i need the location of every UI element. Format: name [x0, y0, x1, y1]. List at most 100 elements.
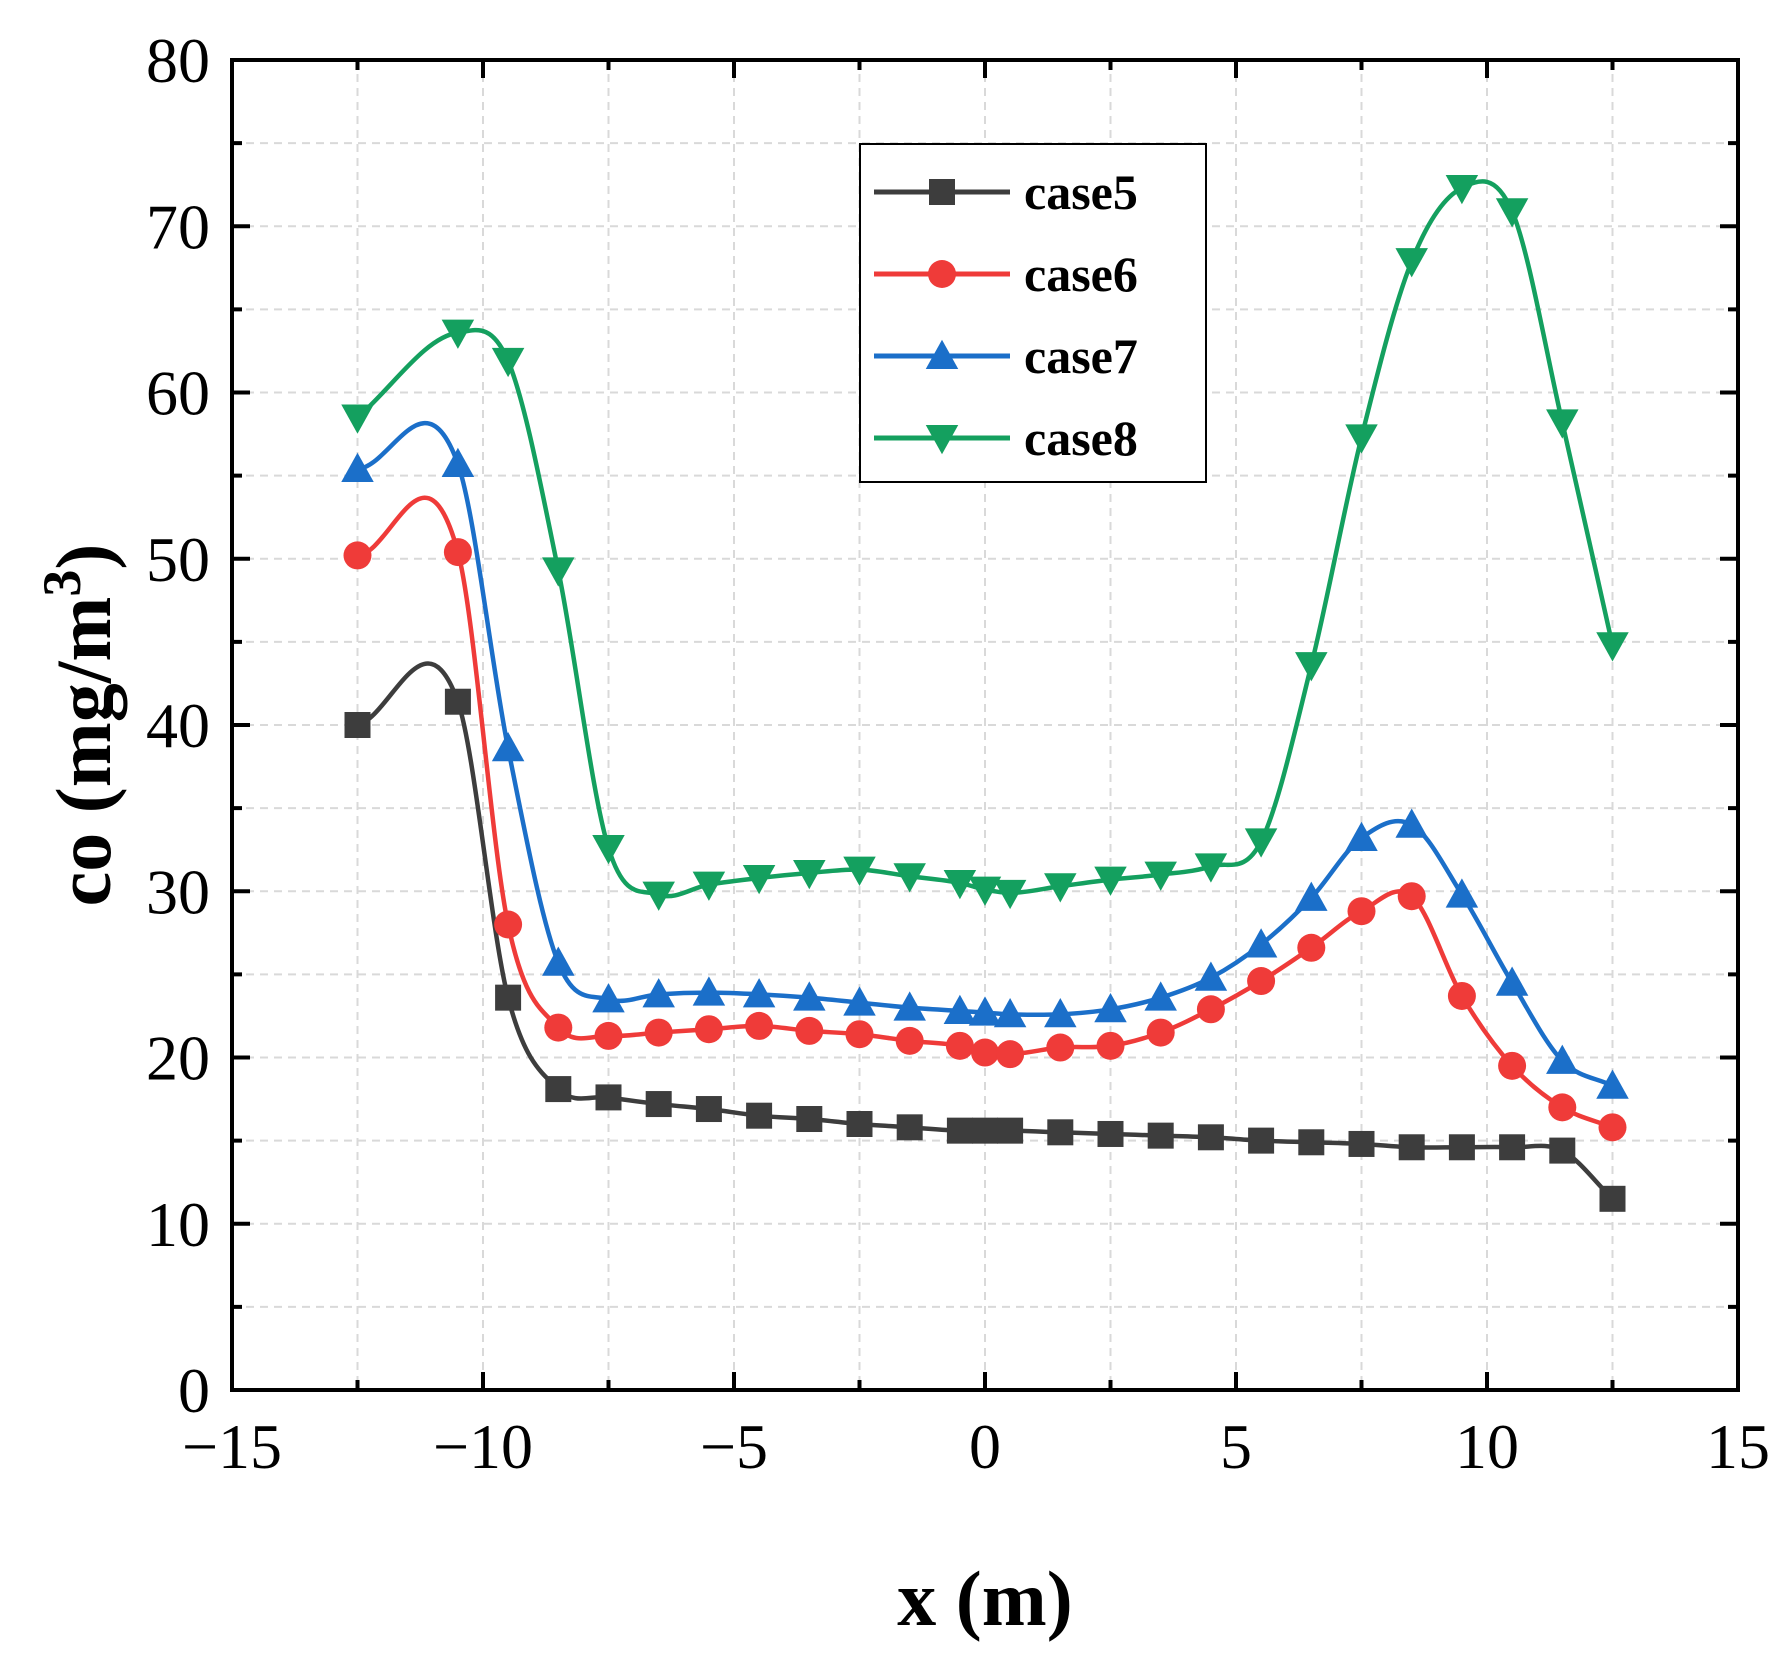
data-point-case8 — [1495, 198, 1529, 228]
series-case6 — [343, 495, 1627, 1142]
data-point-case8 — [1546, 409, 1579, 439]
data-point-case6 — [1196, 995, 1225, 1024]
data-point-case6 — [594, 1021, 623, 1050]
y-tick-label: 40 — [146, 690, 210, 761]
data-point-case8 — [542, 557, 575, 587]
y-tick-label: 80 — [146, 25, 210, 96]
data-point-case8 — [968, 876, 1002, 906]
data-point-case6 — [494, 910, 523, 939]
data-point-case7 — [1144, 981, 1177, 1011]
data-point-case8 — [993, 879, 1027, 910]
data-point-case5 — [1147, 1122, 1174, 1149]
x-tick-label: 10 — [1455, 1411, 1519, 1482]
y-axis-title: co (mg/m3) — [32, 544, 127, 907]
series-case8 — [341, 175, 1629, 911]
data-point-case8 — [1395, 248, 1428, 278]
data-point-case5 — [1348, 1130, 1375, 1157]
tick-labels: −15 −10 −5 0 5 10 15 0 10 20 30 40 50 60 70 80 — [146, 25, 1770, 1482]
data-point-case7 — [893, 991, 926, 1021]
data-point-case6 — [343, 541, 372, 570]
x-tick-label: 15 — [1706, 1411, 1770, 1482]
data-point-case5 — [495, 984, 522, 1011]
data-point-case7 — [1495, 966, 1529, 996]
data-point-case5 — [695, 1096, 722, 1123]
data-point-case8 — [1295, 652, 1328, 682]
data-point-case6 — [945, 1031, 974, 1060]
x-tick-label: 0 — [969, 1411, 1001, 1482]
data-point-case7 — [341, 452, 374, 482]
data-point-case5 — [1197, 1124, 1224, 1151]
data-point-case7 — [943, 994, 977, 1024]
y-axis-title-superscript: 3 — [32, 570, 92, 597]
y-tick-label: 10 — [146, 1189, 210, 1260]
x-tick-label: −10 — [433, 1411, 533, 1482]
data-point-case7 — [491, 732, 525, 762]
series-case5 — [344, 661, 1626, 1212]
y-tick-label: 60 — [146, 358, 210, 429]
data-point-case6 — [971, 1038, 999, 1067]
data-point-case7 — [1295, 881, 1328, 911]
data-point-case8 — [1345, 424, 1378, 454]
legend-item-case7: case7 — [874, 328, 1138, 384]
data-point-case7 — [793, 981, 826, 1011]
data-point-case7 — [1194, 961, 1228, 991]
data-point-case5 — [746, 1102, 773, 1129]
data-point-case6 — [996, 1040, 1025, 1069]
data-point-case5 — [1448, 1134, 1475, 1161]
data-point-case6 — [1297, 933, 1326, 962]
data-point-case5 — [1298, 1129, 1325, 1156]
data-point-case8 — [341, 404, 374, 434]
y-tick-label: 50 — [146, 524, 210, 595]
data-point-case5 — [997, 1117, 1024, 1144]
data-point-case8 — [742, 864, 776, 895]
data-point-case6 — [895, 1026, 924, 1055]
legend-label: case8 — [1024, 410, 1138, 466]
legend-item-case6: case6 — [874, 246, 1138, 302]
legend-marker — [925, 339, 959, 369]
y-tick-label: 30 — [146, 856, 210, 927]
y-tick-label: 0 — [178, 1355, 210, 1426]
data-point-case7 — [1395, 808, 1428, 838]
data-point-case7 — [1094, 993, 1127, 1023]
data-point-case5 — [1549, 1137, 1576, 1164]
data-point-case8 — [642, 881, 675, 911]
data-point-case5 — [796, 1106, 823, 1133]
data-point-case6 — [1397, 882, 1426, 911]
data-point-case5 — [1248, 1127, 1275, 1154]
data-point-case7 — [1546, 1044, 1579, 1074]
data-point-case8 — [1144, 861, 1177, 891]
data-point-case6 — [1247, 967, 1276, 996]
legend-box — [859, 143, 1207, 483]
axis-ticks — [230, 58, 1740, 1392]
data-point-case7 — [642, 978, 675, 1008]
y-tick-label: 20 — [146, 1023, 210, 1094]
data-point-case7 — [968, 996, 1002, 1026]
data-point-case7 — [1044, 998, 1077, 1028]
legend-marker — [925, 425, 959, 455]
x-tick-label: 5 — [1220, 1411, 1252, 1482]
data-point-case6 — [1548, 1093, 1577, 1122]
data-point-case7 — [1345, 821, 1378, 852]
data-point-case5 — [595, 1084, 622, 1111]
data-point-case6 — [1447, 981, 1476, 1010]
data-point-case5 — [545, 1076, 572, 1103]
data-point-case8 — [793, 859, 826, 890]
data-point-case5 — [946, 1117, 973, 1144]
data-point-case6 — [1046, 1033, 1075, 1062]
series-layer — [341, 175, 1629, 1212]
data-point-case6 — [795, 1016, 824, 1045]
legend-marker — [929, 179, 955, 205]
y-axis-title-main: co (mg/m — [40, 597, 127, 907]
legend: case5 case6 case7 case8 — [859, 143, 1207, 483]
data-point-case7 — [592, 983, 625, 1013]
legend-marker — [928, 260, 956, 288]
data-point-case7 — [843, 986, 876, 1016]
data-point-case7 — [542, 946, 575, 976]
data-point-case5 — [1398, 1134, 1425, 1161]
data-point-case8 — [843, 856, 876, 886]
data-point-case5 — [444, 688, 471, 715]
data-point-case8 — [893, 863, 926, 893]
legend-label: case6 — [1024, 246, 1138, 302]
data-point-case5 — [972, 1117, 998, 1144]
